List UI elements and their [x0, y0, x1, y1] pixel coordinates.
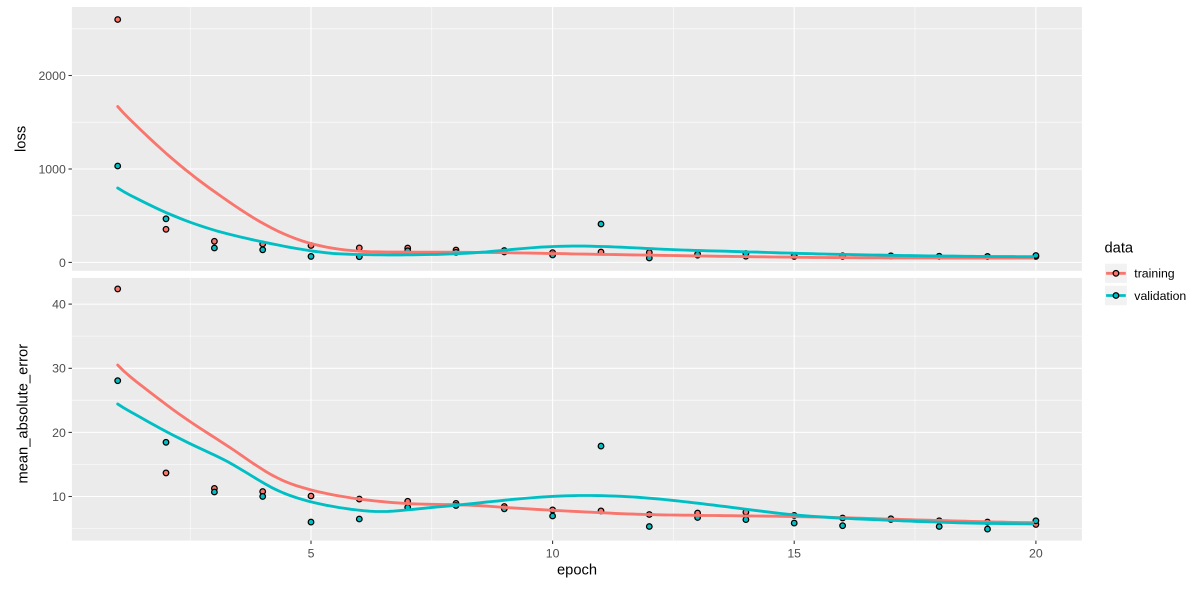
svg-text:mean_absolute_error: mean_absolute_error: [16, 344, 32, 484]
svg-text:0: 0: [59, 256, 66, 270]
svg-text:30: 30: [52, 362, 66, 376]
svg-text:10: 10: [52, 490, 66, 504]
svg-text:10: 10: [546, 547, 560, 561]
svg-text:loss: loss: [14, 126, 30, 152]
svg-text:1000: 1000: [38, 162, 66, 176]
svg-text:40: 40: [52, 298, 66, 312]
svg-text:5: 5: [308, 547, 315, 561]
svg-text:training: training: [1134, 267, 1174, 281]
svg-text:20: 20: [52, 426, 66, 440]
svg-text:data: data: [1105, 241, 1134, 257]
svg-text:15: 15: [787, 547, 801, 561]
svg-text:validation: validation: [1134, 289, 1186, 303]
svg-text:20: 20: [1029, 547, 1043, 561]
svg-text:epoch: epoch: [557, 563, 597, 579]
svg-text:2000: 2000: [38, 69, 66, 83]
